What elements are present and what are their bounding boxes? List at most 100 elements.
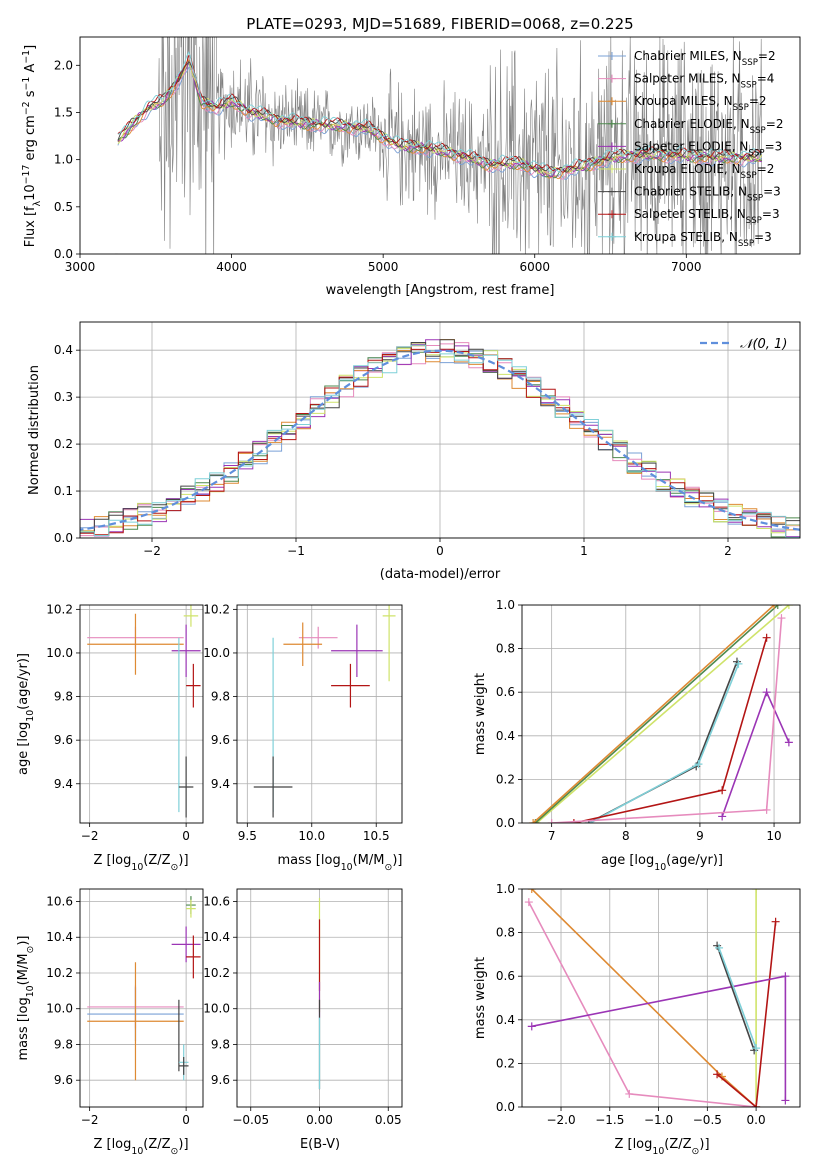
weight-vs-age-marker-salp_miles [547, 819, 556, 823]
age-vs-z-axes: −2 0 9.4 9.6 9.8 10.0 10.2 [46, 602, 190, 843]
residuals-xtick-label: −2 [143, 544, 161, 558]
weight-vs-age-line-chab_stelib [588, 661, 738, 823]
mass-vs-z-axes: −2 0 9.6 9.8 10.0 10.2 10.4 10.6 [46, 895, 190, 1127]
weight-vs-z-ylabel: mass weight [473, 957, 488, 1039]
age-vs-z-errorbar-salp_stelib [186, 663, 201, 708]
mass-vs-ebv-ytick-label: 10.4 [203, 930, 230, 944]
age-vs-mass-xtick-label: 10.5 [363, 829, 390, 843]
weight-vs-z-marker-krou_elodie [752, 889, 761, 893]
weight-vs-age-marker-salp_elodie [718, 812, 727, 821]
legend-label-salp_elodie: Salpeter ELODIE, NSSP=3 [634, 139, 782, 158]
age-vs-mass-errorbar-salp_stelib [331, 663, 370, 708]
legend-label-salp_miles: Salpeter MILES, NSSP=4 [634, 72, 774, 91]
weight-vs-z-marker-salp_stelib [752, 1103, 761, 1107]
residuals-ytick-label: 0.3 [54, 390, 73, 404]
weight-vs-z-xlabel: Z [log10(Z/Z⊙)] [614, 1137, 709, 1157]
legend-marker-salp_elodie [608, 142, 616, 151]
mass-vs-z-plot-area [80, 889, 203, 1107]
age-vs-mass-xtick-label: 9.5 [238, 829, 257, 843]
mass-vs-z-errorbar-chab_stelib [178, 1056, 189, 1075]
age-vs-mass-errorbar-salp_miles [298, 626, 338, 649]
weight-vs-age-marker-salp_elodie [762, 688, 771, 697]
age-vs-mass-errorbar-krou_elodie [382, 605, 396, 682]
age-vs-z-ytick-label: 10.2 [46, 602, 73, 616]
weight-vs-age-marker-salp_miles [777, 614, 786, 623]
weight-vs-z-frame [521, 888, 801, 1108]
mass-vs-ebv-xtick-label: 0.00 [306, 1113, 333, 1127]
residuals-legend-label: 𝒩(0, 1) [740, 337, 787, 352]
spectrum-xtick-label: 4000 [216, 260, 247, 274]
spectrum-model-krou_elodie [117, 60, 763, 175]
mass-vs-z-ytick-label: 10.6 [46, 895, 73, 909]
weight-vs-z-marker-krou_stelib [715, 943, 724, 952]
residuals-ytick-label: 0.2 [54, 437, 73, 451]
mass-vs-ebv-xtick-label: −0.05 [232, 1113, 269, 1127]
weight-vs-z-ytick-label: 0.0 [496, 1100, 515, 1114]
spectrum-model-krou_stelib [117, 51, 763, 173]
spectrum-ytick-label: 2.0 [54, 58, 73, 72]
spectrum-plot-area [114, 37, 763, 254]
age-vs-z-errorbar-chab_stelib [178, 756, 194, 818]
weight-vs-age-xtick-label: 7 [548, 829, 556, 843]
mass-vs-z-ylabel: mass [log10(M/M⊙)] [16, 936, 36, 1061]
weight-vs-z-ytick-label: 0.8 [496, 926, 515, 940]
residuals-xtick-label: 2 [724, 544, 732, 558]
weight-vs-z-marker-chab_stelib [750, 1046, 759, 1055]
residuals-xtick-label: 1 [580, 544, 588, 558]
weight-vs-age-marker-krou_stelib [694, 760, 703, 769]
weight-vs-age-xlabel: age [log10(age/yr)] [601, 853, 723, 873]
weight-vs-z-marker-salp_stelib [771, 917, 780, 926]
spectrum-xtick-label: 6000 [519, 260, 550, 274]
legend-marker-krou_miles [608, 97, 616, 106]
weight-vs-z-ytick-label: 1.0 [496, 882, 515, 896]
age-vs-z-errorbar-krou_elodie [183, 605, 199, 627]
mass-vs-z-ytick-label: 10.2 [46, 966, 73, 980]
mass-vs-z-frame [79, 888, 204, 1108]
mass-vs-z-ytick-label: 10.0 [46, 1002, 73, 1016]
age-vs-mass-errorbar-krou_miles [283, 622, 323, 667]
age-vs-mass-axes: 9.5 10.0 10.5 9.4 9.6 9.8 10.0 10.2 [203, 602, 389, 843]
spectrum-xtick-label: 7000 [671, 260, 702, 274]
age-vs-z-xtick-label: 0 [182, 829, 190, 843]
mass-vs-z-errorbar-salp_stelib [186, 935, 201, 979]
weight-vs-age-axes: 7 8 9 10 0.0 0.2 0.4 0.6 0.8 1.0 [496, 598, 782, 843]
spectrum-title: PLATE=0293, MJD=51689, FIBERID=0068, z=0… [246, 15, 633, 33]
legend-label-chab_miles: Chabrier MILES, NSSP=2 [634, 49, 776, 68]
spectrum-xtick-label: 5000 [368, 260, 399, 274]
mass-vs-ebv-ytick-label: 9.6 [211, 1073, 230, 1087]
mass-vs-z-ytick-label: 9.6 [54, 1073, 73, 1087]
weight-vs-age-marker-salp_stelib [762, 633, 771, 642]
spectrum-xtick-label: 3000 [65, 260, 96, 274]
mass-vs-ebv-xtick-label: 0.05 [375, 1113, 402, 1127]
age-vs-z-xtick-label: −2 [81, 829, 99, 843]
weight-vs-z-ytick-label: 0.6 [496, 969, 515, 983]
mass-vs-z-ytick-label: 10.4 [46, 930, 73, 944]
weight-vs-age-plot-area [522, 605, 800, 823]
weight-vs-age-ytick-label: 1.0 [496, 598, 515, 612]
legend-label-krou_elodie: Kroupa ELODIE, NSSP=2 [634, 162, 774, 181]
weight-vs-z-marker-krou_miles [527, 889, 536, 893]
weight-vs-z-line-krou_stelib [718, 947, 757, 1049]
residuals-xlabel: (data-model)/error [380, 567, 501, 582]
age-vs-mass-errorbar-chab_stelib [253, 756, 293, 818]
spectrum-ytick-label: 1.5 [54, 105, 73, 119]
age-vs-mass-errorbar-salp_elodie [331, 624, 383, 677]
age-vs-mass-ytick-label: 10.2 [203, 602, 230, 616]
age-vs-z-ytick-label: 9.4 [54, 777, 73, 791]
age-vs-z-plot-area [80, 605, 203, 823]
weight-vs-age-xtick-label: 8 [622, 829, 630, 843]
weight-vs-z-line-chab_stelib [716, 945, 755, 1051]
weight-vs-age-xtick-label: 10 [766, 829, 781, 843]
weight-vs-age-xtick-label: 9 [696, 829, 704, 843]
age-vs-mass-ytick-label: 10.0 [203, 646, 230, 660]
weight-vs-age-marker-salp_elodie [784, 738, 793, 747]
residuals-ylabel: Normed distribution [27, 365, 42, 495]
mass-vs-ebv-axes: −0.05 0.00 0.05 9.6 9.8 10.0 10.2 10.4 10.6 [203, 895, 401, 1127]
weight-vs-age-frame [521, 604, 801, 824]
legend-label-krou_miles: Kroupa MILES, NSSP=2 [634, 94, 767, 113]
residuals-ytick-label: 0.1 [54, 484, 73, 498]
weight-vs-age-ytick-label: 0.2 [496, 772, 515, 786]
residuals-xtick-label: 0 [436, 544, 444, 558]
mass-vs-z-xlabel: Z [log10(Z/Z⊙)] [93, 1137, 188, 1157]
weight-vs-z-plot-area [522, 889, 800, 1107]
